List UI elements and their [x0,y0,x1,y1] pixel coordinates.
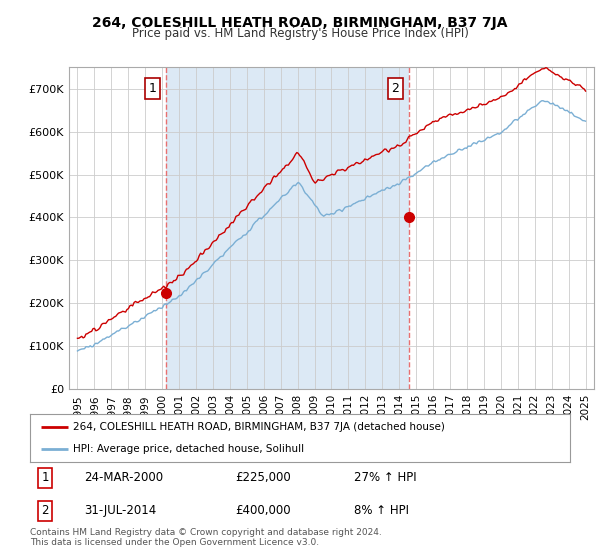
Text: 1: 1 [148,82,156,95]
Text: 264, COLESHILL HEATH ROAD, BIRMINGHAM, B37 7JA: 264, COLESHILL HEATH ROAD, BIRMINGHAM, B… [92,16,508,30]
Text: 8% ↑ HPI: 8% ↑ HPI [354,504,409,517]
Text: 24-MAR-2000: 24-MAR-2000 [84,471,163,484]
Bar [166,67,409,389]
Text: 27% ↑ HPI: 27% ↑ HPI [354,471,416,484]
Text: 1: 1 [41,471,49,484]
Text: £225,000: £225,000 [235,471,291,484]
Text: Price paid vs. HM Land Registry's House Price Index (HPI): Price paid vs. HM Land Registry's House … [131,27,469,40]
Text: 264, COLESHILL HEATH ROAD, BIRMINGHAM, B37 7JA (detached house): 264, COLESHILL HEATH ROAD, BIRMINGHAM, B… [73,422,445,432]
Text: HPI: Average price, detached house, Solihull: HPI: Average price, detached house, Soli… [73,444,304,454]
Text: £400,000: £400,000 [235,504,291,517]
Text: 31-JUL-2014: 31-JUL-2014 [84,504,156,517]
Text: 2: 2 [41,504,49,517]
Text: Contains HM Land Registry data © Crown copyright and database right 2024.
This d: Contains HM Land Registry data © Crown c… [30,528,382,547]
Text: 2: 2 [392,82,400,95]
